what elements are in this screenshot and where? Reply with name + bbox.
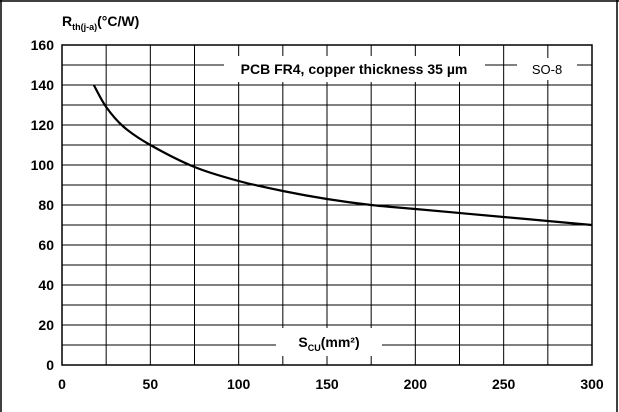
x-tick-label: 250 <box>492 376 516 392</box>
series-line <box>92 84 593 227</box>
y-axis-label-sub: th(j-a) <box>72 22 97 32</box>
x-tick-label: 0 <box>58 376 66 392</box>
y-axis-label: Rth(j-a)(°C/W) <box>62 13 139 32</box>
y-tick-label: 40 <box>38 277 54 293</box>
x-axis-label-main: S <box>298 334 307 350</box>
y-tick-labels: 0 20 40 60 80 100 120 140 160 <box>31 37 55 373</box>
y-tick-label: 120 <box>31 117 55 133</box>
y-tick-label: 80 <box>38 197 54 213</box>
axes <box>61 44 593 366</box>
x-tick-label: 200 <box>404 376 428 392</box>
y-tick-label: 60 <box>38 237 54 253</box>
x-axis-label: SCU(mm²) <box>298 334 359 353</box>
package-label: SO-8 <box>532 62 562 77</box>
x-tick-labels: 0 50 100 150 200 250 300 <box>58 376 604 392</box>
x-tick-label: 100 <box>227 376 251 392</box>
y-tick-label: 160 <box>31 37 55 53</box>
y-tick-label: 0 <box>46 357 54 373</box>
x-tick-label: 50 <box>143 376 159 392</box>
x-axis-label-box <box>276 328 382 356</box>
chart-title: PCB FR4, copper thickness 35 µm <box>241 61 468 77</box>
y-tick-label: 20 <box>38 317 54 333</box>
x-tick-label: 300 <box>580 376 604 392</box>
y-axis-label-unit: (°C/W) <box>97 13 139 29</box>
series-group <box>92 84 593 227</box>
y-tick-label: 100 <box>31 157 55 173</box>
y-axis-label-main: R <box>62 13 72 29</box>
package-box <box>517 58 577 80</box>
x-tick-label: 150 <box>315 376 339 392</box>
plot-border <box>61 44 593 366</box>
title-box <box>224 56 485 82</box>
grid <box>62 45 592 365</box>
x-axis-label-unit: (mm²) <box>321 334 360 350</box>
y-tick-label: 140 <box>31 77 55 93</box>
x-axis-label-sub: CU <box>308 343 321 353</box>
